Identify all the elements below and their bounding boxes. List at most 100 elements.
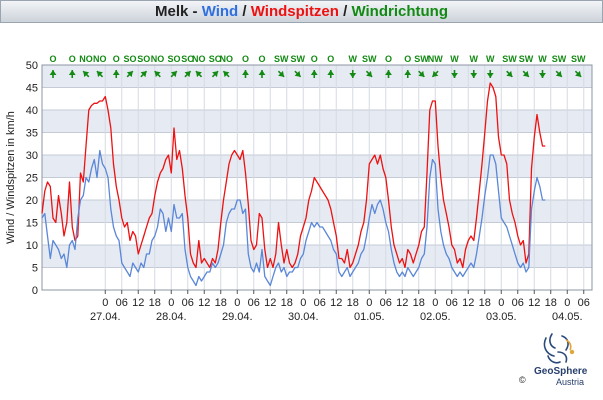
geosphere-logo-icon [543, 333, 575, 364]
direction-arrow-head [154, 71, 161, 78]
title-gusts: Windspitzen [250, 3, 339, 20]
direction-arrow-head [555, 70, 562, 77]
date-label: 30.04. [288, 311, 319, 323]
y-tick-label: 20 [26, 195, 38, 207]
direction-label: O [327, 54, 334, 64]
direction-label: SW [362, 54, 377, 64]
direction-arrow [404, 70, 412, 78]
plot-band [42, 245, 592, 268]
direction-label: W [349, 54, 358, 64]
direction-arrow [431, 70, 439, 78]
x-tick-label: 12 [264, 297, 276, 309]
title-separator: / [238, 3, 251, 20]
direction-arrow [112, 70, 120, 78]
direction-arrow [522, 70, 530, 78]
series-line-wind [41, 149, 546, 287]
direction-arrow [126, 70, 134, 78]
direction-arrow-head [258, 70, 266, 75]
direction-arrow-head [310, 70, 318, 75]
title-direction: Windrichtung [351, 3, 448, 20]
direction-arrow [195, 70, 203, 78]
x-tick-label: 0 [102, 297, 108, 309]
direction-arrow [418, 70, 425, 78]
direction-arrow [242, 70, 249, 78]
direction-label: NO [220, 54, 234, 64]
title-wind: Wind [201, 3, 239, 20]
direction-label: SO [209, 54, 222, 64]
y-axis-label: Wind / Windspitzen in km/h [5, 111, 17, 244]
direction-arrow-head [212, 71, 219, 78]
y-tick-label: 35 [26, 128, 38, 140]
date-label: 28.04. [156, 311, 187, 323]
x-tick-label: 0 [432, 297, 438, 309]
direction-arrow [310, 70, 318, 78]
direction-label: NO [93, 54, 107, 64]
direction-label: O [242, 54, 249, 64]
direction-arrow [140, 70, 148, 78]
logo-name: GeoSphere [534, 366, 588, 377]
title-separator: - [188, 3, 202, 20]
direction-arrow [327, 70, 335, 78]
date-label: 01.05. [354, 311, 385, 323]
series-line-windspitzen [41, 82, 546, 269]
direction-arrow-head [486, 73, 494, 78]
direction-arrow-head [418, 70, 425, 77]
direction-label: SO [181, 54, 194, 64]
plot-band [42, 110, 592, 133]
x-tick-label: 06 [248, 297, 260, 309]
direction-label: O [404, 54, 411, 64]
x-tick-label: 18 [479, 297, 491, 309]
direction-arrow-head [96, 71, 103, 78]
direction-arrow [539, 70, 546, 78]
x-tick-label: 12 [198, 297, 210, 309]
direction-label: SW [291, 54, 306, 64]
x-tick-label: 06 [446, 297, 458, 309]
direction-arrow [451, 70, 458, 78]
direction-arrow-head [195, 71, 202, 78]
x-tick-label: 18 [281, 297, 293, 309]
direction-label: O [113, 54, 120, 64]
x-tick-label: 0 [564, 297, 570, 309]
direction-label: W [538, 54, 547, 64]
direction-arrow-head [140, 71, 147, 78]
x-tick-label: 18 [413, 297, 425, 309]
direction-label: SW [552, 54, 567, 64]
direction-arrow [154, 70, 161, 78]
direction-label: W [486, 54, 495, 64]
direction-arrow-head [327, 70, 335, 75]
y-tick-label: 40 [26, 105, 38, 117]
direction-arrow [49, 70, 57, 78]
y-tick-label: 15 [26, 218, 38, 230]
direction-label: O [311, 54, 318, 64]
y-tick-label: 0 [32, 285, 38, 297]
direction-label: SO [137, 54, 150, 64]
direction-arrow [574, 70, 582, 78]
direction-arrow [82, 70, 90, 78]
direction-arrow [170, 70, 178, 78]
title-station: Melk [155, 3, 189, 20]
direction-arrow [349, 70, 357, 78]
direction-label: W [450, 54, 459, 64]
x-tick-label: 0 [300, 297, 306, 309]
direction-label: O [258, 54, 265, 64]
x-tick-label: 06 [380, 297, 392, 309]
direction-arrow [258, 70, 266, 78]
direction-arrow-head [126, 71, 133, 78]
x-tick-label: 06 [512, 297, 524, 309]
direction-arrow-head [184, 71, 191, 78]
date-label: 29.04. [222, 311, 253, 323]
x-tick-label: 12 [132, 297, 144, 309]
direction-arrow-head [506, 70, 513, 77]
direction-arrow [68, 70, 76, 78]
date-label: 27.04. [90, 311, 121, 323]
direction-arrow [211, 70, 219, 78]
x-tick-label: 06 [182, 297, 194, 309]
direction-arrow-head [539, 73, 546, 78]
x-tick-label: 0 [234, 297, 240, 309]
direction-label: O [385, 54, 392, 64]
x-tick-label: 06 [314, 297, 326, 309]
y-tick-label: 10 [26, 240, 38, 252]
plot-frame [41, 64, 593, 291]
plot-band [42, 155, 592, 178]
